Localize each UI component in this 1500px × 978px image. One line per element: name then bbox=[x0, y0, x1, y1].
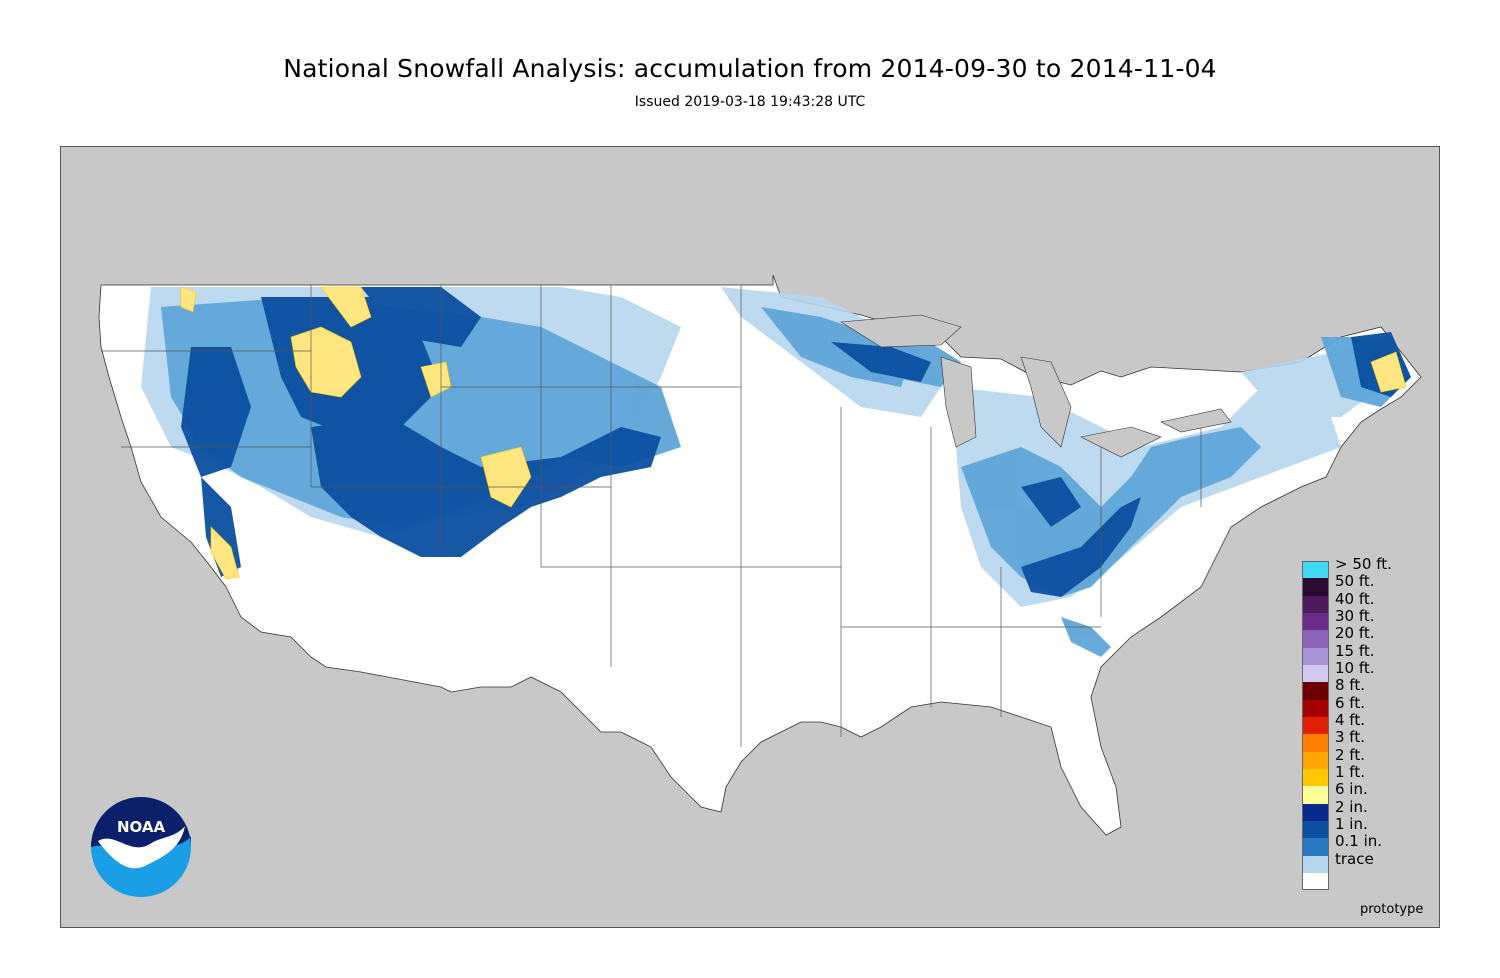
legend-swatch bbox=[1302, 855, 1329, 873]
legend-label: 0.1 in. bbox=[1335, 832, 1383, 851]
legend-swatch bbox=[1302, 647, 1329, 665]
map-title: National Snowfall Analysis: accumulation… bbox=[283, 54, 1217, 83]
legend-swatch bbox=[1302, 561, 1329, 579]
legend-swatch bbox=[1302, 751, 1329, 769]
map-canvas bbox=[61, 147, 1439, 927]
legend-label: 3 ft. bbox=[1335, 728, 1365, 747]
legend-label: 8 ft. bbox=[1335, 676, 1365, 695]
legend-label: 40 ft. bbox=[1335, 589, 1375, 608]
great-lakes bbox=[840, 314, 1232, 458]
legend-swatch bbox=[1302, 820, 1329, 839]
legend-label: 2 in. bbox=[1335, 797, 1368, 816]
legend-swatch bbox=[1302, 699, 1329, 717]
legend-label: 20 ft. bbox=[1335, 624, 1375, 643]
legend-swatch bbox=[1302, 578, 1329, 596]
noaa-logo-icon: NOAA bbox=[91, 797, 191, 897]
legend-label: 50 ft. bbox=[1335, 572, 1375, 591]
legend-swatch bbox=[1302, 630, 1329, 648]
legend-swatch bbox=[1302, 664, 1329, 683]
state-boundaries bbox=[101, 285, 1202, 747]
legend-swatch bbox=[1302, 734, 1329, 752]
legend-label: 6 ft. bbox=[1335, 693, 1365, 712]
legend-label: 15 ft. bbox=[1335, 641, 1375, 660]
legend-swatch bbox=[1302, 768, 1329, 787]
legend-swatch bbox=[1302, 682, 1329, 700]
legend-swatch bbox=[1302, 872, 1329, 891]
legend-swatch bbox=[1302, 786, 1329, 804]
legend-label: trace bbox=[1335, 849, 1374, 868]
legend-label: 6 in. bbox=[1335, 780, 1368, 799]
legend-swatch bbox=[1302, 838, 1329, 856]
legend-label: 10 ft. bbox=[1335, 658, 1375, 677]
legend-swatch bbox=[1302, 716, 1329, 735]
legend-label: 30 ft. bbox=[1335, 606, 1375, 625]
legend-label: 1 in. bbox=[1335, 814, 1368, 833]
snow-mountain-areas bbox=[180, 286, 1407, 580]
issued-timestamp: Issued 2019-03-18 19:43:28 UTC bbox=[634, 94, 866, 110]
prototype-label: prototype bbox=[1360, 902, 1424, 917]
legend-swatch bbox=[1302, 803, 1329, 821]
legend-label: 2 ft. bbox=[1335, 745, 1365, 764]
noaa-logo-text: NOAA bbox=[117, 818, 166, 836]
legend-swatch bbox=[1302, 612, 1329, 631]
legend-swatch bbox=[1302, 595, 1329, 613]
legend-label: 1 ft. bbox=[1335, 762, 1365, 781]
legend-label: 4 ft. bbox=[1335, 710, 1365, 729]
snowfall-map[interactable] bbox=[60, 146, 1440, 928]
legend-label: > 50 ft. bbox=[1335, 555, 1392, 573]
